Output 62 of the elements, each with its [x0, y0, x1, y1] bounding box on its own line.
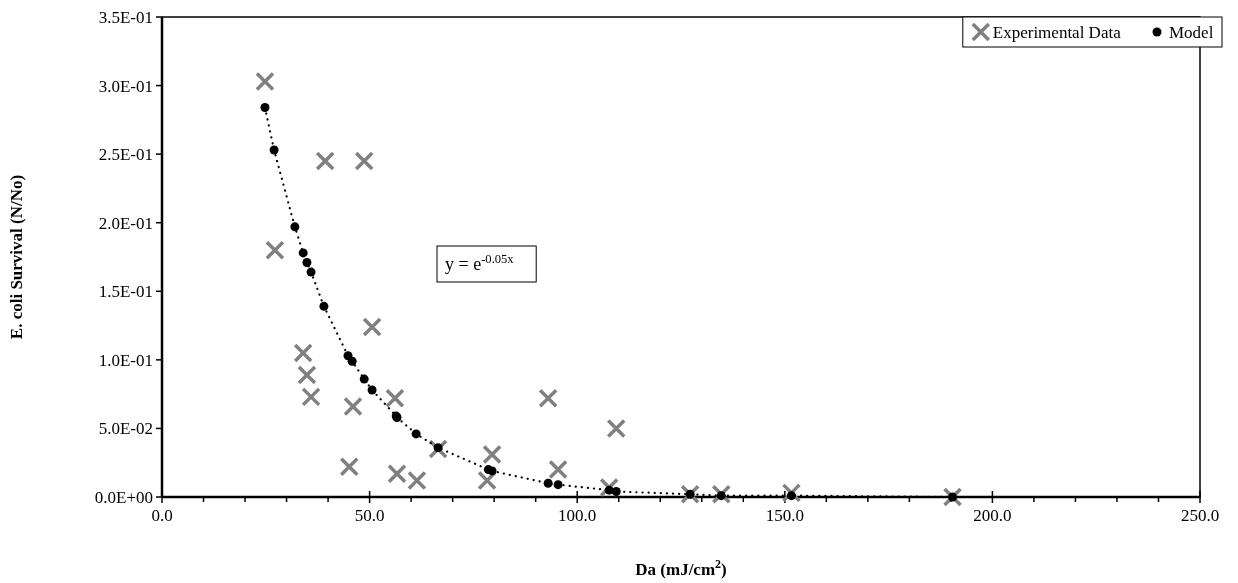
point	[343, 396, 363, 417]
point	[786, 491, 796, 501]
legend-label: Model	[1169, 23, 1214, 42]
y-tick-label: 2.0E-01	[98, 213, 153, 233]
x-tick-label: 150.0	[765, 506, 804, 525]
point	[339, 457, 360, 477]
y-tick-label: 5.0E-02	[98, 419, 153, 439]
point	[599, 477, 619, 498]
y-tick-label: 3.0E-01	[98, 76, 153, 96]
legend-label: Experimental Data	[992, 23, 1122, 42]
point	[680, 484, 700, 505]
point	[543, 478, 553, 488]
point	[347, 356, 357, 366]
point	[433, 443, 443, 453]
point	[269, 145, 279, 155]
point	[367, 385, 377, 395]
y-tick-label: 3.5E-01	[98, 8, 153, 27]
y-tick-label: 2.5E-01	[98, 145, 153, 165]
x-axis-title: Da (mJ/cm$^{2}$)	[635, 557, 727, 579]
point	[948, 492, 958, 502]
point	[315, 151, 335, 171]
point	[297, 365, 317, 385]
point	[685, 489, 695, 499]
point	[385, 388, 405, 409]
point	[362, 317, 382, 337]
point	[255, 71, 275, 92]
point	[298, 248, 308, 258]
point	[306, 267, 316, 277]
y-tick-label: 1.5E-01	[98, 282, 153, 302]
x-tick-label: 200.0	[973, 506, 1012, 525]
point	[538, 388, 558, 409]
y-axis-title: E. coli Survival (N/No)	[7, 174, 26, 340]
point	[781, 483, 802, 503]
point	[260, 103, 270, 113]
point	[293, 343, 313, 363]
x-tick-label: 0.0	[151, 506, 173, 525]
annotation: y = e$^{-0.05x}$	[445, 252, 515, 274]
point	[711, 484, 732, 505]
point	[319, 301, 329, 311]
point	[428, 439, 448, 459]
point	[302, 257, 312, 267]
y-tick-label: 1.0E-01	[98, 350, 153, 370]
point	[942, 487, 963, 507]
point	[265, 240, 285, 260]
point	[407, 470, 427, 491]
y-tick-label: 0.0E+00	[94, 488, 153, 507]
point	[290, 222, 300, 232]
point	[716, 491, 726, 501]
x-tick-label: 250.0	[1180, 506, 1220, 525]
point	[359, 374, 369, 384]
x-tick-label: 100.0	[558, 506, 597, 525]
point	[354, 151, 374, 171]
point	[387, 463, 407, 484]
point	[482, 444, 502, 465]
point	[477, 470, 497, 491]
x-tick-label: 50.0	[354, 506, 385, 525]
point	[411, 429, 421, 439]
point	[548, 459, 568, 480]
point	[606, 418, 626, 439]
point	[553, 480, 563, 490]
point	[611, 487, 621, 497]
point	[301, 387, 321, 407]
